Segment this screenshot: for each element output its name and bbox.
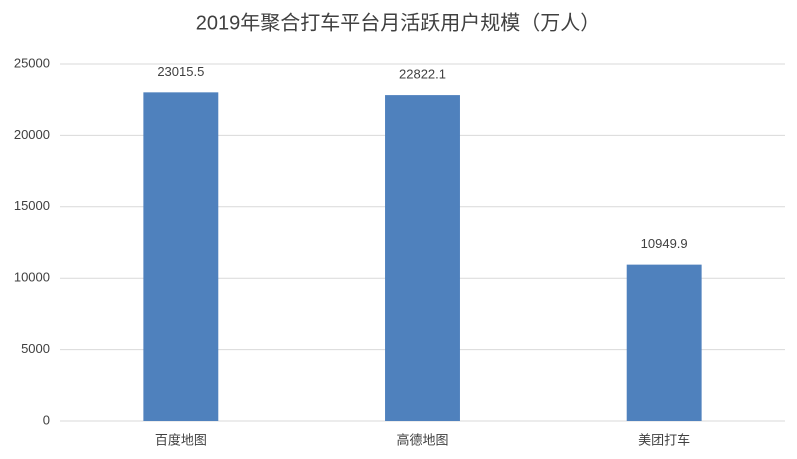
y-tick-label: 5000 <box>21 341 50 356</box>
x-tick-label: 美团打车 <box>638 432 690 447</box>
bar <box>143 92 219 422</box>
data-label: 23015.5 <box>157 64 204 79</box>
y-tick-label: 25000 <box>14 55 50 70</box>
y-tick-label: 0 <box>43 412 50 427</box>
bar <box>385 95 460 422</box>
chart-title: 2019年聚合打车平台月活跃用户规模（万人） <box>196 11 601 34</box>
y-tick-label: 15000 <box>14 198 50 213</box>
x-tick-label: 高德地图 <box>396 432 448 447</box>
data-label: 22822.1 <box>399 67 446 82</box>
x-tick-label: 百度地图 <box>155 432 207 447</box>
y-tick-label: 20000 <box>14 127 50 142</box>
bar <box>626 264 702 421</box>
data-label: 10949.9 <box>641 236 688 251</box>
y-tick-label: 10000 <box>14 270 50 285</box>
